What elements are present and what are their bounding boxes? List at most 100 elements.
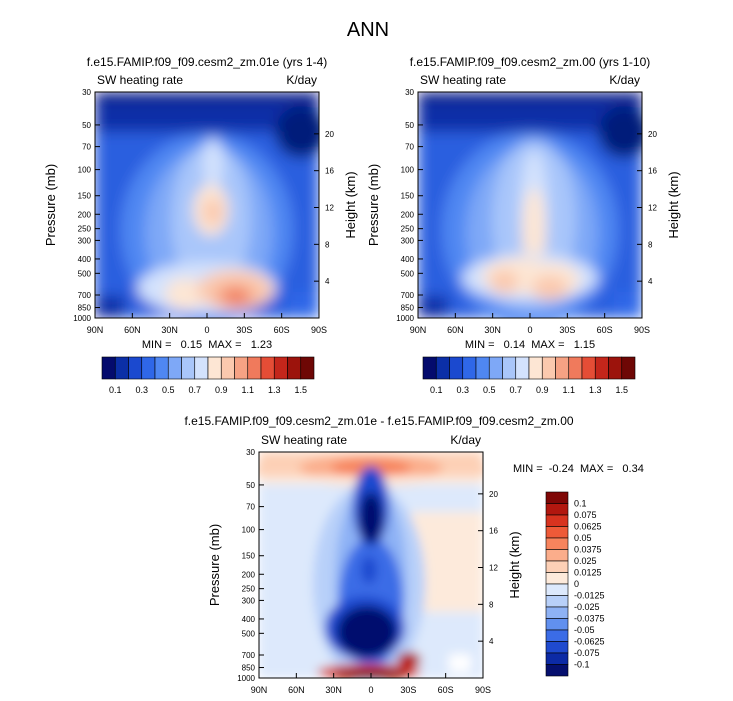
colorbar-label: 0.1 xyxy=(574,499,587,509)
colorbar-swatch xyxy=(545,606,569,619)
x-tick-label: 0 xyxy=(527,325,532,335)
colorbar-swatch xyxy=(545,491,569,504)
x-tick-label: 90N xyxy=(251,685,268,695)
y-tick-label: 100 xyxy=(78,166,92,175)
colorbar-swatch xyxy=(154,356,169,380)
y-tick-label: 30 xyxy=(246,448,255,457)
x-tick-label: 90S xyxy=(311,325,327,335)
colorbar-label: 1.5 xyxy=(294,385,307,395)
colorbar-swatch xyxy=(207,356,222,380)
y-tick-label: 300 xyxy=(242,596,256,605)
colorbar-label: 1.1 xyxy=(562,385,575,395)
colorbar-label: 1.3 xyxy=(268,385,281,395)
y-tick-label: 1000 xyxy=(73,314,91,323)
colorbar-swatch xyxy=(545,641,569,654)
y-tick-label: 700 xyxy=(401,291,415,300)
x-tick-label: 60S xyxy=(274,325,290,335)
y-tick-label: 200 xyxy=(401,210,415,219)
colorbar-swatch xyxy=(475,356,490,380)
colorbar-label: 0.075 xyxy=(574,510,597,520)
colorbar-swatch xyxy=(220,356,235,380)
colorbar-label: -0.075 xyxy=(574,648,600,658)
y-tick-label: 50 xyxy=(246,481,255,490)
colorbar-swatch xyxy=(545,514,569,527)
colorbar-swatch xyxy=(545,629,569,642)
colorbar-swatch xyxy=(545,572,569,585)
figure-title: ANN xyxy=(347,19,389,41)
colorbar-swatch xyxy=(167,356,182,380)
colorbar-swatch xyxy=(568,356,583,380)
x-tick-label: 90N xyxy=(410,325,427,335)
y-tick-label: 70 xyxy=(82,143,91,152)
y-tick-label: 500 xyxy=(401,269,415,278)
x-tick-label: 30S xyxy=(559,325,575,335)
y2-tick-label: 16 xyxy=(325,167,334,176)
colorbar-swatch xyxy=(273,356,288,380)
colorbar-swatch xyxy=(594,356,609,380)
panel-1-y2label: Height (km) xyxy=(343,171,358,238)
panel-3-field xyxy=(259,452,483,678)
y2-tick-label: 4 xyxy=(325,277,330,286)
y-tick-label: 70 xyxy=(405,143,414,152)
y-tick-label: 500 xyxy=(242,629,256,638)
colorbar-swatch xyxy=(128,356,143,380)
y2-tick-label: 16 xyxy=(648,167,657,176)
colorbar-label: -0.0625 xyxy=(574,637,605,647)
y-tick-label: 850 xyxy=(78,304,92,313)
x-tick-label: 90S xyxy=(475,685,491,695)
colorbar-label: 0.0375 xyxy=(574,545,602,555)
colorbar-swatch xyxy=(545,537,569,550)
panel-2-left-label: SW heating rate xyxy=(420,73,506,87)
x-tick-label: 30N xyxy=(325,685,342,695)
y-tick-label: 200 xyxy=(78,210,92,219)
colorbar-label: 0.0625 xyxy=(574,522,602,532)
colorbar-swatch xyxy=(545,583,569,596)
panel-3-y2label: Height (km) xyxy=(507,531,522,598)
y-tick-label: 100 xyxy=(242,526,256,535)
y-tick-label: 250 xyxy=(242,585,256,594)
colorbar-label: 0.3 xyxy=(135,385,148,395)
x-tick-label: 60N xyxy=(288,685,305,695)
colorbar-swatch xyxy=(545,503,569,516)
colorbar-swatch xyxy=(545,595,569,608)
panel-3-right-label: K/day xyxy=(450,433,481,447)
y-tick-label: 700 xyxy=(242,651,256,660)
panel-3: f.e15.FAMIP.f09_f09.cesm2_zm.01e - f.e15… xyxy=(184,414,643,695)
y-tick-label: 150 xyxy=(78,192,92,201)
colorbar-swatch xyxy=(181,356,196,380)
colorbar-label: -0.0125 xyxy=(574,591,605,601)
colorbar-label: 0 xyxy=(574,579,579,589)
colorbar-swatch xyxy=(608,356,623,380)
colorbar-swatch xyxy=(488,356,503,380)
panel-1-title: f.e15.FAMIP.f09_f09.cesm2_zm.01e (yrs 1-… xyxy=(87,55,328,69)
y2-tick-label: 4 xyxy=(489,637,494,646)
y-tick-label: 400 xyxy=(242,615,256,624)
colorbar-swatch xyxy=(581,356,596,380)
colorbar-label: 0.05 xyxy=(574,533,592,543)
panel-2-title: f.e15.FAMIP.f09_f09.cesm2_zm.00 (yrs 1-1… xyxy=(410,55,651,69)
colorbar-swatch xyxy=(545,549,569,562)
panel-1-ylabel: Pressure (mb) xyxy=(43,164,58,246)
colorbar-label: 0.025 xyxy=(574,556,597,566)
panel-3-y2-ticks: 20 16 12 8 4 xyxy=(478,490,498,646)
y-tick-label: 850 xyxy=(401,304,415,313)
colorbar-swatch xyxy=(528,356,543,380)
panel-1-y2-ticks: 20 16 12 8 4 xyxy=(314,130,334,286)
panel-2-right-label: K/day xyxy=(609,73,640,87)
colorbar-2: 0.1 0.3 0.5 0.7 0.9 1.1 1.3 1.5 xyxy=(422,356,636,395)
y2-tick-label: 20 xyxy=(489,490,498,499)
panel-1-field xyxy=(95,92,319,318)
y2-tick-label: 8 xyxy=(325,240,330,249)
panel-3-ylabel: Pressure (mb) xyxy=(207,524,222,606)
colorbar-label: 0.7 xyxy=(509,385,522,395)
panel-2-y2label: Height (km) xyxy=(666,171,681,238)
y-tick-label: 500 xyxy=(78,269,92,278)
y2-tick-label: 20 xyxy=(648,130,657,139)
colorbar-swatch xyxy=(545,560,569,573)
panel-1: f.e15.FAMIP.f09_f09.cesm2_zm.01e (yrs 1-… xyxy=(43,55,358,351)
